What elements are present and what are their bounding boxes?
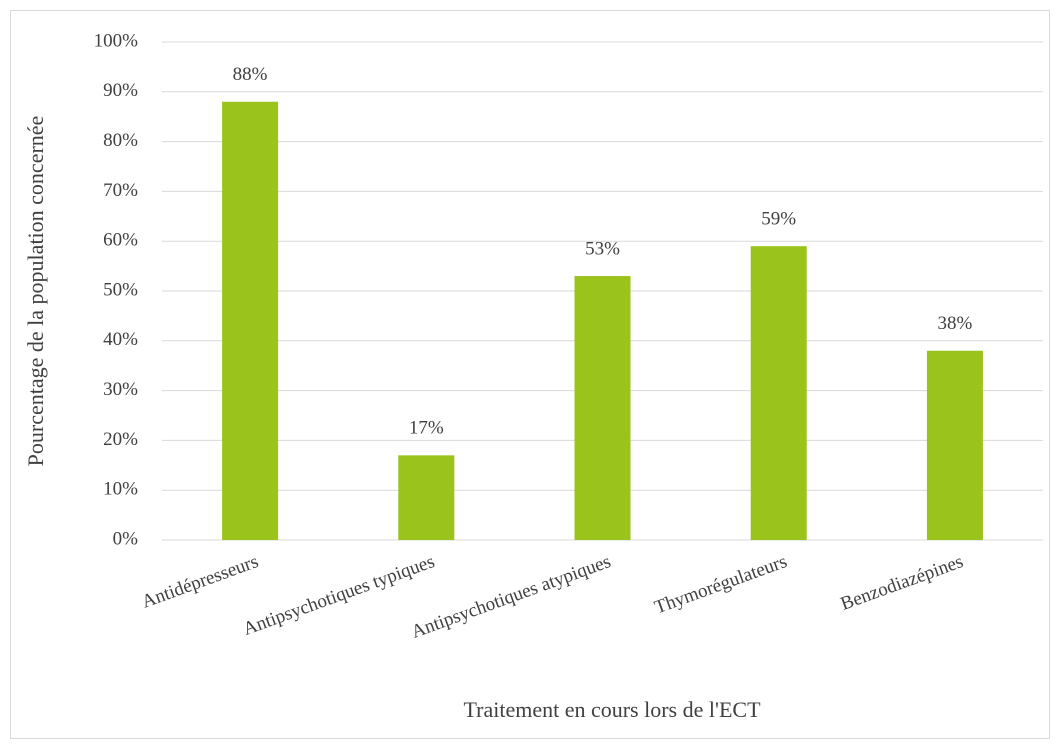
- value-label: 59%: [761, 209, 796, 230]
- bar: [574, 276, 631, 540]
- x-axis-label: Traitement en cours lors de l'ECT: [463, 697, 761, 722]
- y-tick-label: 90%: [103, 80, 138, 101]
- y-tick-label: 50%: [103, 279, 138, 300]
- bar: [398, 455, 455, 540]
- y-tick-label: 100%: [94, 30, 139, 51]
- y-tick-label: 70%: [103, 180, 138, 201]
- value-label: 38%: [937, 313, 972, 334]
- bar: [750, 246, 807, 540]
- bar: [926, 350, 983, 540]
- bar: [222, 101, 279, 540]
- value-label: 53%: [585, 238, 620, 259]
- y-tick-label: 80%: [103, 130, 138, 151]
- y-axis-label: Pourcentage de la population concernée: [23, 116, 48, 467]
- y-tick-label: 0%: [113, 528, 139, 549]
- chart-frame: [10, 10, 1050, 739]
- value-label: 17%: [409, 418, 444, 439]
- value-label: 88%: [233, 64, 268, 85]
- y-tick-label: 60%: [103, 230, 138, 251]
- y-tick-label: 20%: [103, 429, 138, 450]
- y-tick-label: 30%: [103, 379, 138, 400]
- y-tick-label: 10%: [103, 479, 138, 500]
- y-tick-label: 40%: [103, 329, 138, 350]
